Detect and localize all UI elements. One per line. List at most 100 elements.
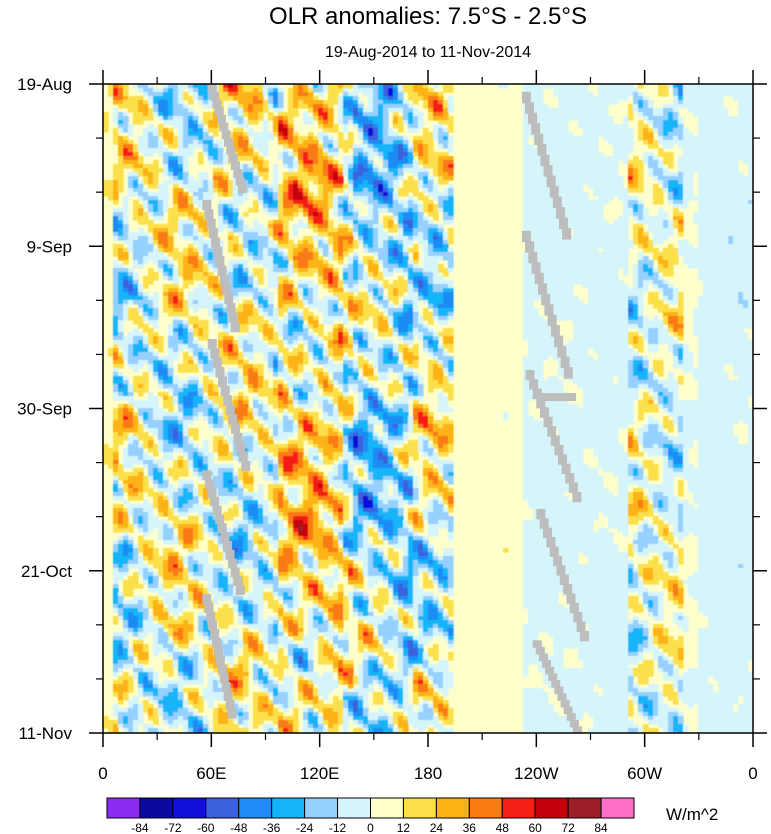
heatmap-cell <box>523 276 529 281</box>
heatmap-cell <box>268 136 274 141</box>
heatmap-cell <box>638 100 644 105</box>
heatmap-cell <box>428 100 434 105</box>
heatmap-cell <box>613 268 619 273</box>
heatmap-cell <box>258 232 264 237</box>
heatmap-cell <box>308 120 314 125</box>
heatmap-cell <box>668 144 674 149</box>
heatmap-cell <box>328 268 334 273</box>
heatmap-cell <box>188 176 194 181</box>
heatmap-cell <box>163 156 169 161</box>
heatmap-cell <box>378 92 384 97</box>
heatmap-cell <box>398 252 404 257</box>
heatmap-cell <box>688 256 694 261</box>
heatmap-cell <box>163 248 169 253</box>
heatmap-cell <box>443 88 449 93</box>
heatmap-cell <box>313 172 319 177</box>
heatmap-cell <box>638 268 644 273</box>
heatmap-cell <box>683 128 689 133</box>
heatmap-cell <box>178 180 184 185</box>
heatmap-cell <box>233 260 239 265</box>
heatmap-cell <box>183 124 189 129</box>
heatmap-cell <box>163 184 169 189</box>
heatmap-cell <box>178 124 184 129</box>
heatmap-cell <box>313 220 319 225</box>
heatmap-cell <box>408 220 414 225</box>
heatmap-cell <box>598 240 604 245</box>
heatmap-cell <box>623 204 629 209</box>
heatmap-cell <box>598 264 604 269</box>
heatmap-cell <box>278 92 284 97</box>
heatmap-cell <box>198 204 204 209</box>
heatmap-cell <box>258 140 264 145</box>
heatmap-cell <box>298 196 304 201</box>
heatmap-cell <box>228 112 234 117</box>
heatmap-cell <box>188 220 194 225</box>
heatmap-cell <box>348 240 354 245</box>
heatmap-cell <box>173 172 179 177</box>
heatmap-cell <box>248 232 254 237</box>
heatmap-cell <box>143 88 149 93</box>
heatmap-cell <box>698 260 704 265</box>
heatmap-cell <box>218 240 224 245</box>
heatmap-cell <box>688 176 694 181</box>
heatmap-cell <box>643 116 649 121</box>
heatmap-cell <box>708 108 714 113</box>
heatmap-cell <box>173 160 179 165</box>
heatmap-cell <box>333 172 339 177</box>
heatmap-cell <box>673 104 679 109</box>
heatmap-cell <box>743 192 749 197</box>
heatmap-cell <box>223 204 229 209</box>
heatmap-cell <box>598 196 604 201</box>
heatmap-cell <box>573 244 579 249</box>
heatmap-cell <box>383 108 389 113</box>
heatmap-cell <box>608 232 614 237</box>
heatmap-cell <box>733 232 739 237</box>
heatmap-cell <box>213 188 219 193</box>
heatmap-cell <box>708 88 714 93</box>
heatmap-cell <box>123 224 129 229</box>
heatmap-cell <box>363 148 369 153</box>
heatmap-cell <box>268 116 274 121</box>
heatmap-cell <box>268 196 274 201</box>
heatmap-cell <box>528 144 534 149</box>
heatmap-cell <box>413 148 419 153</box>
heatmap-cell <box>723 284 729 289</box>
heatmap-cell <box>628 164 634 169</box>
heatmap-cell <box>193 124 199 129</box>
heatmap-cell <box>343 88 349 93</box>
heatmap-cell <box>723 176 729 181</box>
heatmap-cell <box>448 124 454 129</box>
heatmap-cell <box>128 284 134 289</box>
heatmap-cell <box>673 132 679 137</box>
heatmap-cell <box>593 104 599 109</box>
heatmap-cell <box>608 248 614 253</box>
heatmap-cell <box>583 248 589 253</box>
heatmap-cell <box>723 92 729 97</box>
heatmap-cell <box>423 232 429 237</box>
heatmap-cell <box>413 120 419 125</box>
heatmap-cell <box>533 228 539 233</box>
heatmap-cell <box>738 140 744 145</box>
heatmap-cell <box>638 232 644 237</box>
heatmap-cell <box>573 256 579 261</box>
heatmap-cell <box>318 116 324 121</box>
heatmap-cell <box>243 96 249 101</box>
heatmap-cell <box>618 188 624 193</box>
heatmap-cell <box>233 92 239 97</box>
heatmap-cell <box>443 172 449 177</box>
heatmap-cell <box>728 124 734 129</box>
heatmap-cell <box>158 200 164 205</box>
heatmap-cell <box>388 244 394 249</box>
heatmap-cell <box>328 264 334 269</box>
heatmap-cell <box>703 152 709 157</box>
heatmap-cell <box>428 236 434 241</box>
heatmap-cell <box>328 240 334 245</box>
heatmap-cell <box>588 220 594 225</box>
heatmap-cell <box>733 124 739 129</box>
heatmap-cell <box>743 212 749 217</box>
heatmap-cell <box>598 188 604 193</box>
heatmap-cell <box>388 268 394 273</box>
heatmap-cell <box>148 280 154 285</box>
heatmap-cell <box>588 164 594 169</box>
heatmap-cell <box>368 100 374 105</box>
